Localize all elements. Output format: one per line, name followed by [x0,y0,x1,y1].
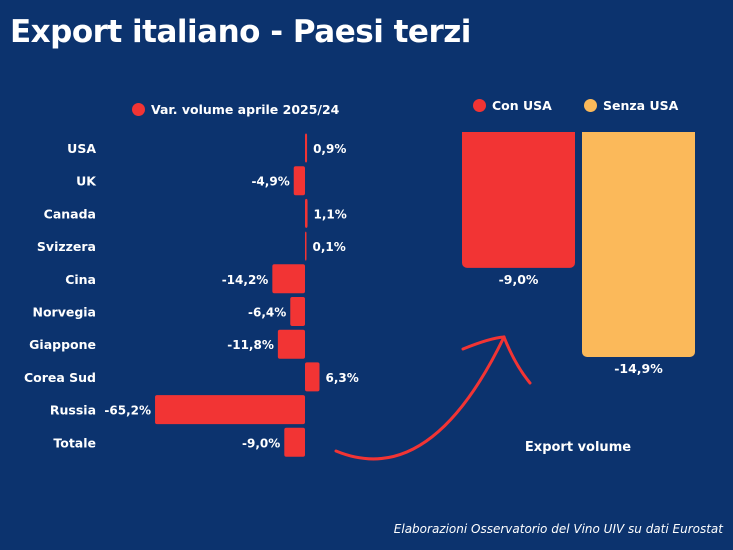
bar-svizzera [305,231,307,261]
data-label: -4,9% [251,175,289,189]
bar-russia [155,395,305,425]
category-label: Corea Sud [24,370,96,385]
data-label: 0,9% [313,142,346,156]
arrowhead-icon [461,335,532,385]
bar-uk [293,166,305,196]
data-label: -14,2% [222,273,269,287]
data-label: -9,0% [499,272,539,287]
data-label: 1,1% [314,207,347,221]
legend-label: Con USA [492,98,552,113]
page-title: Export italiano - Paesi terzi [10,14,471,50]
data-label: -11,8% [227,338,274,352]
category-label: Canada [44,206,96,221]
bar-con-usa [462,132,575,268]
category-label: Totale [53,435,96,450]
bar-top-edge [462,132,575,140]
legend-left: Var. volume aprile 2025/24 [132,102,339,117]
legend-dot-icon [473,99,486,112]
category-label: Russia [50,403,96,418]
x-axis-label: Export volume [524,440,632,455]
bar-usa [305,133,308,163]
category-label: Svizzera [37,239,96,254]
footnote: Elaborazioni Osservatorio del Vino UIV s… [393,522,723,536]
data-label: -6,4% [248,306,286,320]
arrow-icon [334,335,506,461]
bar-norvegia [290,297,305,326]
data-label: 6,3% [325,371,358,385]
bar-top-edge [582,132,695,140]
bar-corea-sud [305,362,320,392]
bar-totale [284,427,305,457]
category-label: Giappone [29,337,96,352]
category-label: USA [67,141,96,156]
bar-cina [272,264,305,294]
legend-senza-usa: Senza USA [584,98,678,113]
bar-giappone [277,329,305,359]
legend-dot-icon [132,103,145,116]
legend-label: Senza USA [603,98,679,113]
bar-canada [305,198,308,228]
bar-senza-usa [582,132,695,357]
data-label: 0,1% [313,240,346,254]
data-label: -65,2% [104,404,151,418]
data-label: -9,0% [242,436,280,450]
legend-dot-icon [584,99,597,112]
legend-con-usa: Con USA [473,98,552,113]
category-label: Cina [65,272,96,287]
data-label: -14,9% [614,361,663,376]
category-label: Norvegia [32,305,96,320]
category-label: UK [76,174,97,189]
legend-label: Var. volume aprile 2025/24 [151,102,340,117]
